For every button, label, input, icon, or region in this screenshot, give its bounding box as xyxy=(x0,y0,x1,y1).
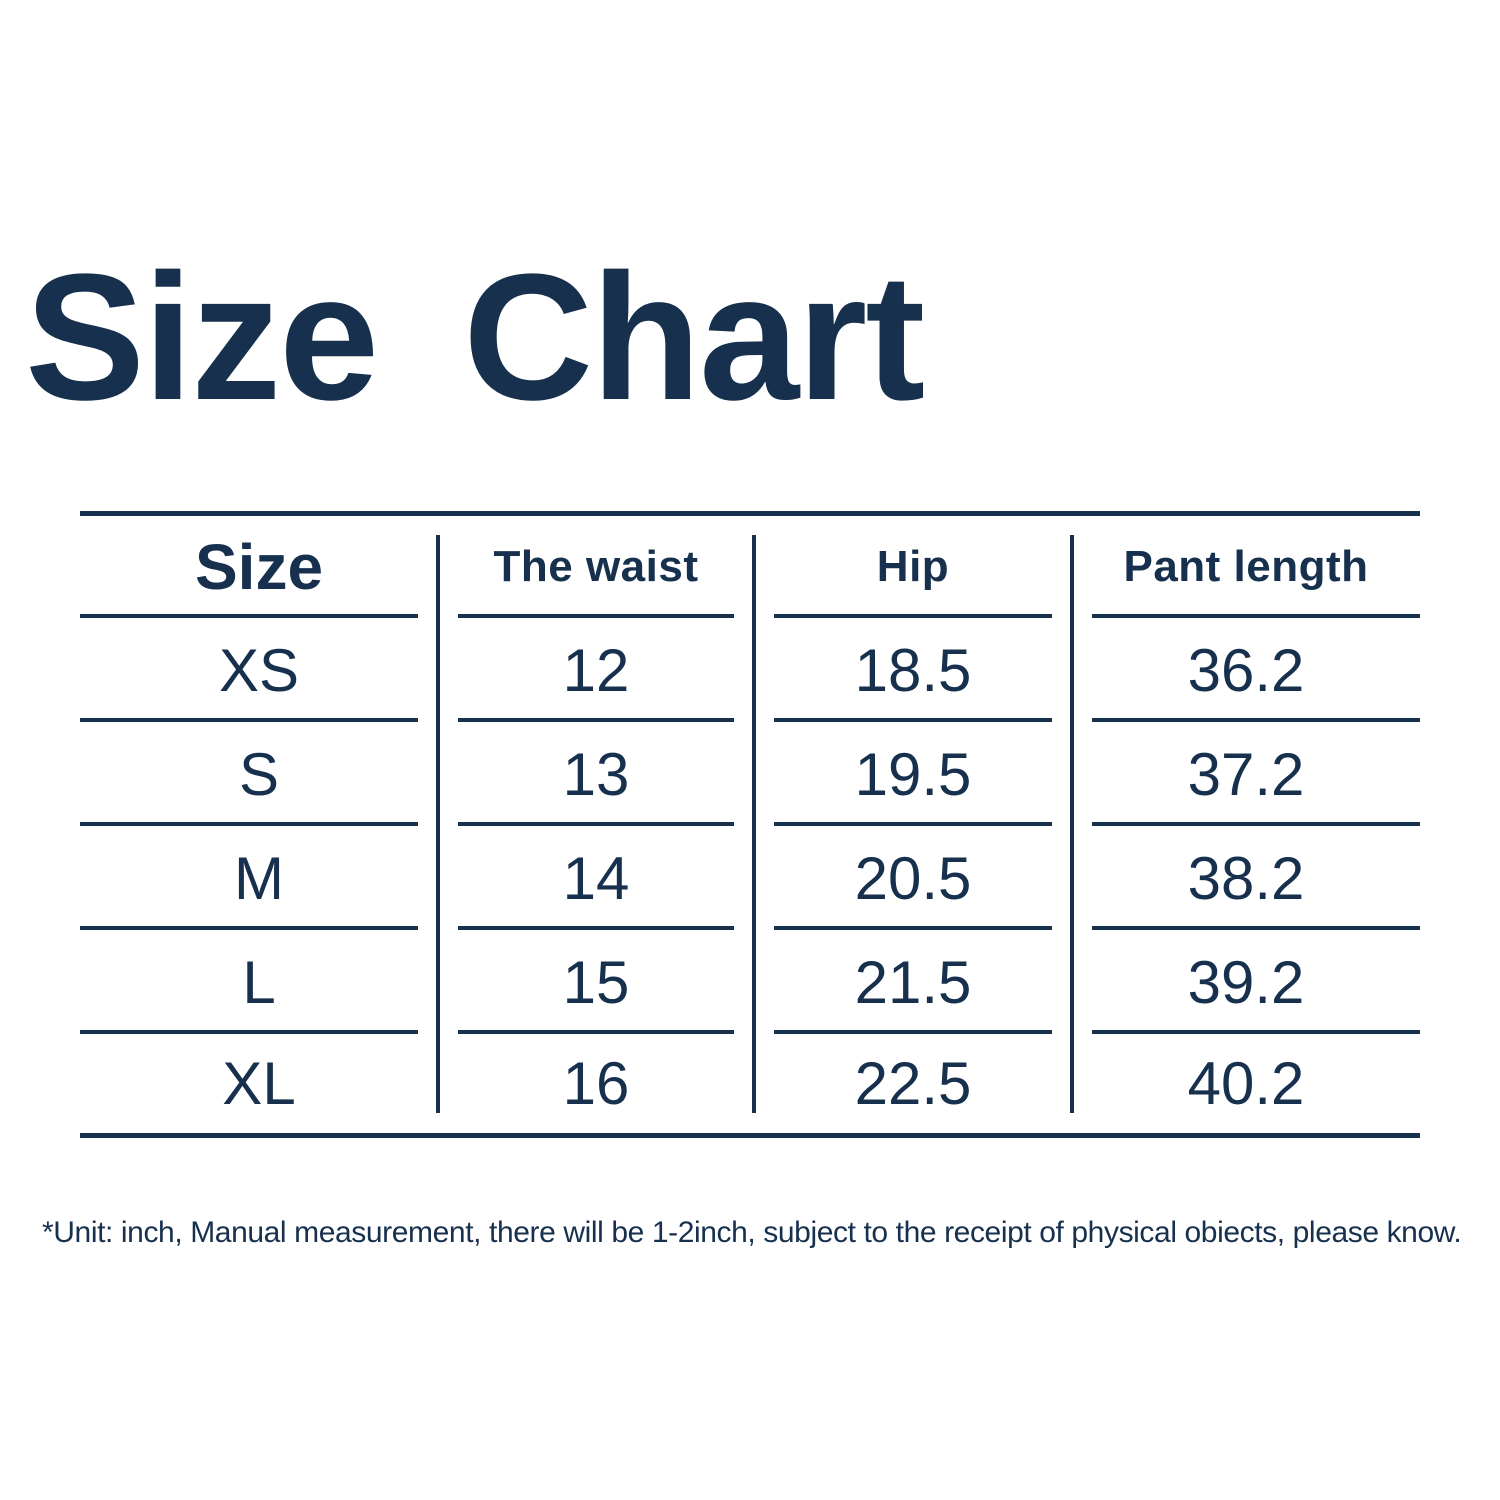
table-cell-hip: 22.5 xyxy=(854,1050,972,1117)
table-cell-hip: 19.5 xyxy=(754,722,1072,826)
table-cell-hip: 18.5 xyxy=(754,618,1072,722)
table-cell-size: L xyxy=(80,930,438,1034)
unit-footnote: *Unit: inch, Manual measurement, there w… xyxy=(42,1216,1462,1249)
table-cell-hip: 20.5 xyxy=(754,826,1072,930)
size-table: Size The waist Hip Pant length XS 12 18.… xyxy=(80,511,1420,1138)
table-cell-size: S xyxy=(80,722,438,826)
table-cell-size: XL xyxy=(222,1050,296,1117)
table-cell-waist: 13 xyxy=(438,722,754,826)
table-cell-pant: 37.2 xyxy=(1072,722,1420,826)
table-grid: Size The waist Hip Pant length XS 12 18.… xyxy=(80,516,1420,1133)
column-header-pant-length: Pant length xyxy=(1072,516,1420,618)
table-cell-waist: 14 xyxy=(438,826,754,930)
table-cell-hip: 21.5 xyxy=(754,930,1072,1034)
page-title: Size Chart xyxy=(25,237,925,438)
column-divider xyxy=(752,535,756,1113)
column-divider xyxy=(436,535,440,1113)
column-header-size: Size xyxy=(80,516,438,618)
table-cell-waist: 12 xyxy=(438,618,754,722)
table-cell-pant: 38.2 xyxy=(1072,826,1420,930)
table-cell-waist: 15 xyxy=(438,930,754,1034)
table-cell-pant: 39.2 xyxy=(1072,930,1420,1034)
column-header-hip: Hip xyxy=(754,516,1072,618)
table-border-top xyxy=(80,511,1420,516)
table-cell-pant: 40.2 xyxy=(1187,1050,1305,1117)
table-cell-waist: 16 xyxy=(562,1050,630,1117)
table-border-bottom xyxy=(80,1133,1420,1138)
table-cell-size: M xyxy=(80,826,438,930)
column-header-waist: The waist xyxy=(438,516,754,618)
table-cell-size: XS xyxy=(80,618,438,722)
column-divider xyxy=(1070,535,1074,1113)
table-cell-pant: 36.2 xyxy=(1072,618,1420,722)
